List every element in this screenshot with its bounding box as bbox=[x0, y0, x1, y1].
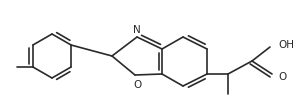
Text: O: O bbox=[133, 79, 141, 89]
Text: N: N bbox=[133, 25, 141, 35]
Text: O: O bbox=[278, 71, 286, 81]
Text: OH: OH bbox=[278, 40, 294, 50]
